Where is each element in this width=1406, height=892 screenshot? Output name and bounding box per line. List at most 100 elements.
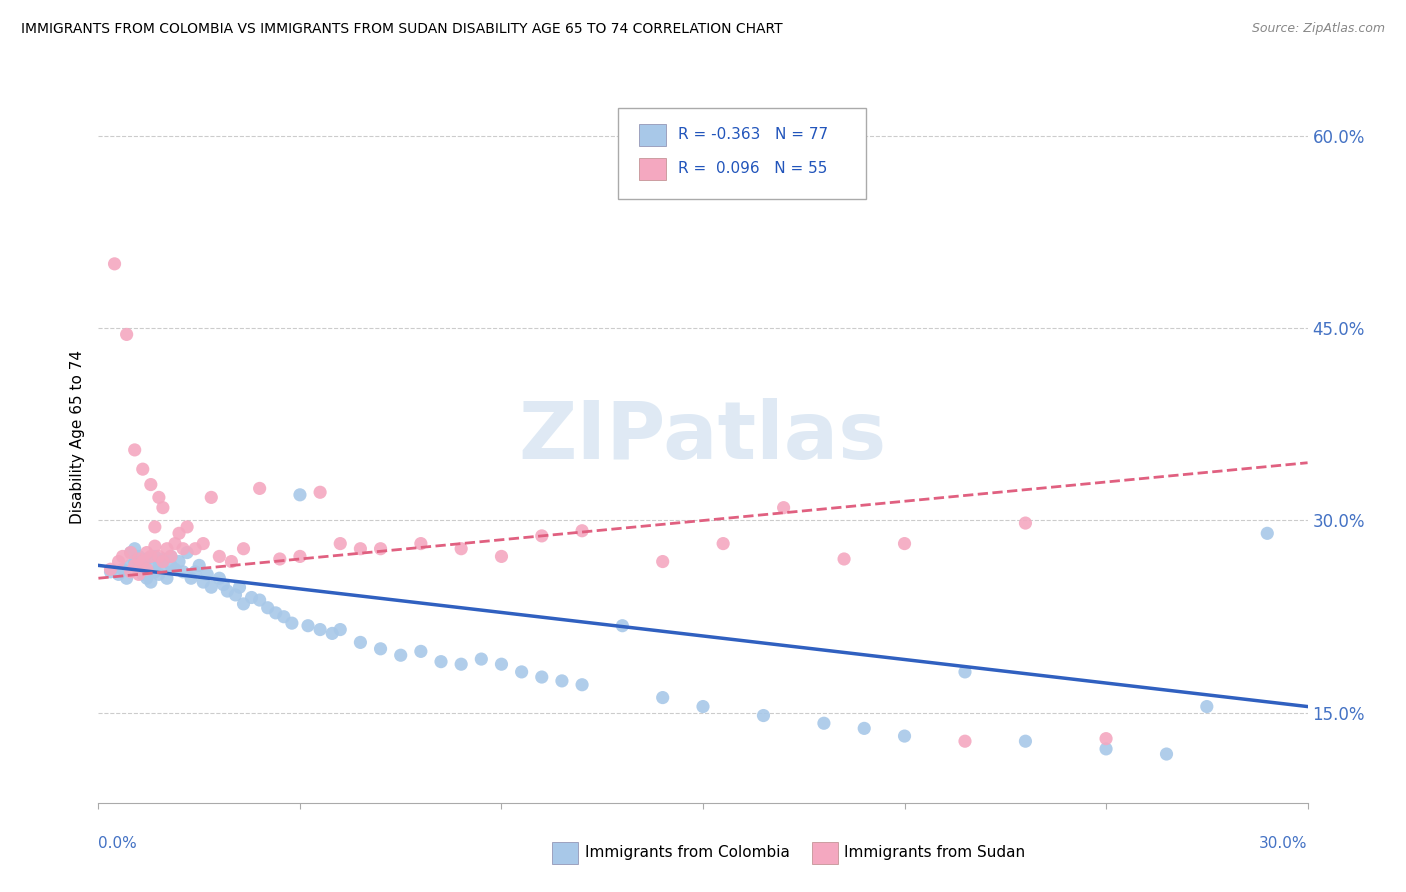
Point xyxy=(160,549,183,564)
Point xyxy=(132,462,155,476)
Point xyxy=(409,644,432,658)
Point xyxy=(172,541,194,556)
Point xyxy=(1195,699,1218,714)
Point xyxy=(281,616,304,631)
Point xyxy=(132,567,155,582)
Point xyxy=(430,655,453,669)
Point xyxy=(120,565,142,579)
Point xyxy=(370,641,392,656)
Point xyxy=(167,526,190,541)
Point xyxy=(1014,516,1036,530)
Point xyxy=(813,716,835,731)
Point xyxy=(224,588,246,602)
Point xyxy=(111,562,134,576)
Point xyxy=(772,500,794,515)
Point xyxy=(135,552,157,566)
Point xyxy=(124,541,146,556)
Point xyxy=(953,665,976,679)
Point xyxy=(120,545,142,559)
Point xyxy=(752,708,775,723)
Point xyxy=(139,558,162,573)
Point xyxy=(200,580,222,594)
Point xyxy=(172,565,194,579)
Point xyxy=(329,623,352,637)
Point xyxy=(176,520,198,534)
Point xyxy=(711,536,734,550)
FancyBboxPatch shape xyxy=(638,158,665,179)
Point xyxy=(409,536,432,550)
Point xyxy=(120,558,142,573)
Point xyxy=(176,545,198,559)
Point xyxy=(651,555,673,569)
Point xyxy=(120,545,142,559)
Point xyxy=(128,552,150,566)
Point xyxy=(217,584,239,599)
Point xyxy=(128,567,150,582)
Point xyxy=(389,648,412,663)
Point xyxy=(571,524,593,538)
Text: R = -0.363   N = 77: R = -0.363 N = 77 xyxy=(678,128,828,143)
Point xyxy=(309,623,332,637)
Text: Immigrants from Colombia: Immigrants from Colombia xyxy=(585,845,789,860)
Point xyxy=(264,606,287,620)
Point xyxy=(269,552,291,566)
Point xyxy=(450,657,472,672)
Point xyxy=(193,575,215,590)
Point xyxy=(156,571,179,585)
FancyBboxPatch shape xyxy=(811,841,838,863)
Point xyxy=(349,541,371,556)
Point xyxy=(152,562,174,576)
Text: Immigrants from Sudan: Immigrants from Sudan xyxy=(845,845,1025,860)
Point xyxy=(530,529,553,543)
Point xyxy=(124,555,146,569)
Point xyxy=(115,571,138,585)
Point xyxy=(160,558,183,573)
Point xyxy=(139,575,162,590)
FancyBboxPatch shape xyxy=(638,124,665,146)
Point xyxy=(100,562,122,576)
Point xyxy=(1095,731,1118,746)
Point xyxy=(273,609,295,624)
Point xyxy=(450,541,472,556)
Point xyxy=(329,536,352,550)
Point xyxy=(893,536,915,550)
Point xyxy=(893,729,915,743)
Point xyxy=(135,571,157,585)
Point xyxy=(180,571,202,585)
Point xyxy=(612,618,634,632)
Point xyxy=(107,567,129,582)
Point xyxy=(139,477,162,491)
Point xyxy=(256,600,278,615)
Text: R =  0.096   N = 55: R = 0.096 N = 55 xyxy=(678,161,827,176)
Point xyxy=(184,541,207,556)
FancyBboxPatch shape xyxy=(619,108,866,200)
Point xyxy=(148,555,170,569)
Point xyxy=(135,562,157,576)
Point xyxy=(200,491,222,505)
Point xyxy=(370,541,392,556)
Point xyxy=(228,580,250,594)
Point xyxy=(107,555,129,569)
Point xyxy=(163,562,186,576)
Point xyxy=(143,549,166,564)
Text: IMMIGRANTS FROM COLOMBIA VS IMMIGRANTS FROM SUDAN DISABILITY AGE 65 TO 74 CORREL: IMMIGRANTS FROM COLOMBIA VS IMMIGRANTS F… xyxy=(21,22,783,37)
Point xyxy=(1014,734,1036,748)
Point xyxy=(148,491,170,505)
Point xyxy=(208,571,231,585)
Point xyxy=(221,555,243,569)
Point xyxy=(249,593,271,607)
Point xyxy=(953,734,976,748)
Point xyxy=(128,562,150,576)
Point xyxy=(143,520,166,534)
Point xyxy=(470,652,492,666)
Point xyxy=(651,690,673,705)
Point xyxy=(152,552,174,566)
Point xyxy=(139,549,162,564)
Point xyxy=(163,536,186,550)
Point xyxy=(193,536,215,550)
Point xyxy=(692,699,714,714)
Point xyxy=(249,482,271,496)
Point xyxy=(152,555,174,569)
Point xyxy=(288,549,311,564)
Point xyxy=(212,577,235,591)
